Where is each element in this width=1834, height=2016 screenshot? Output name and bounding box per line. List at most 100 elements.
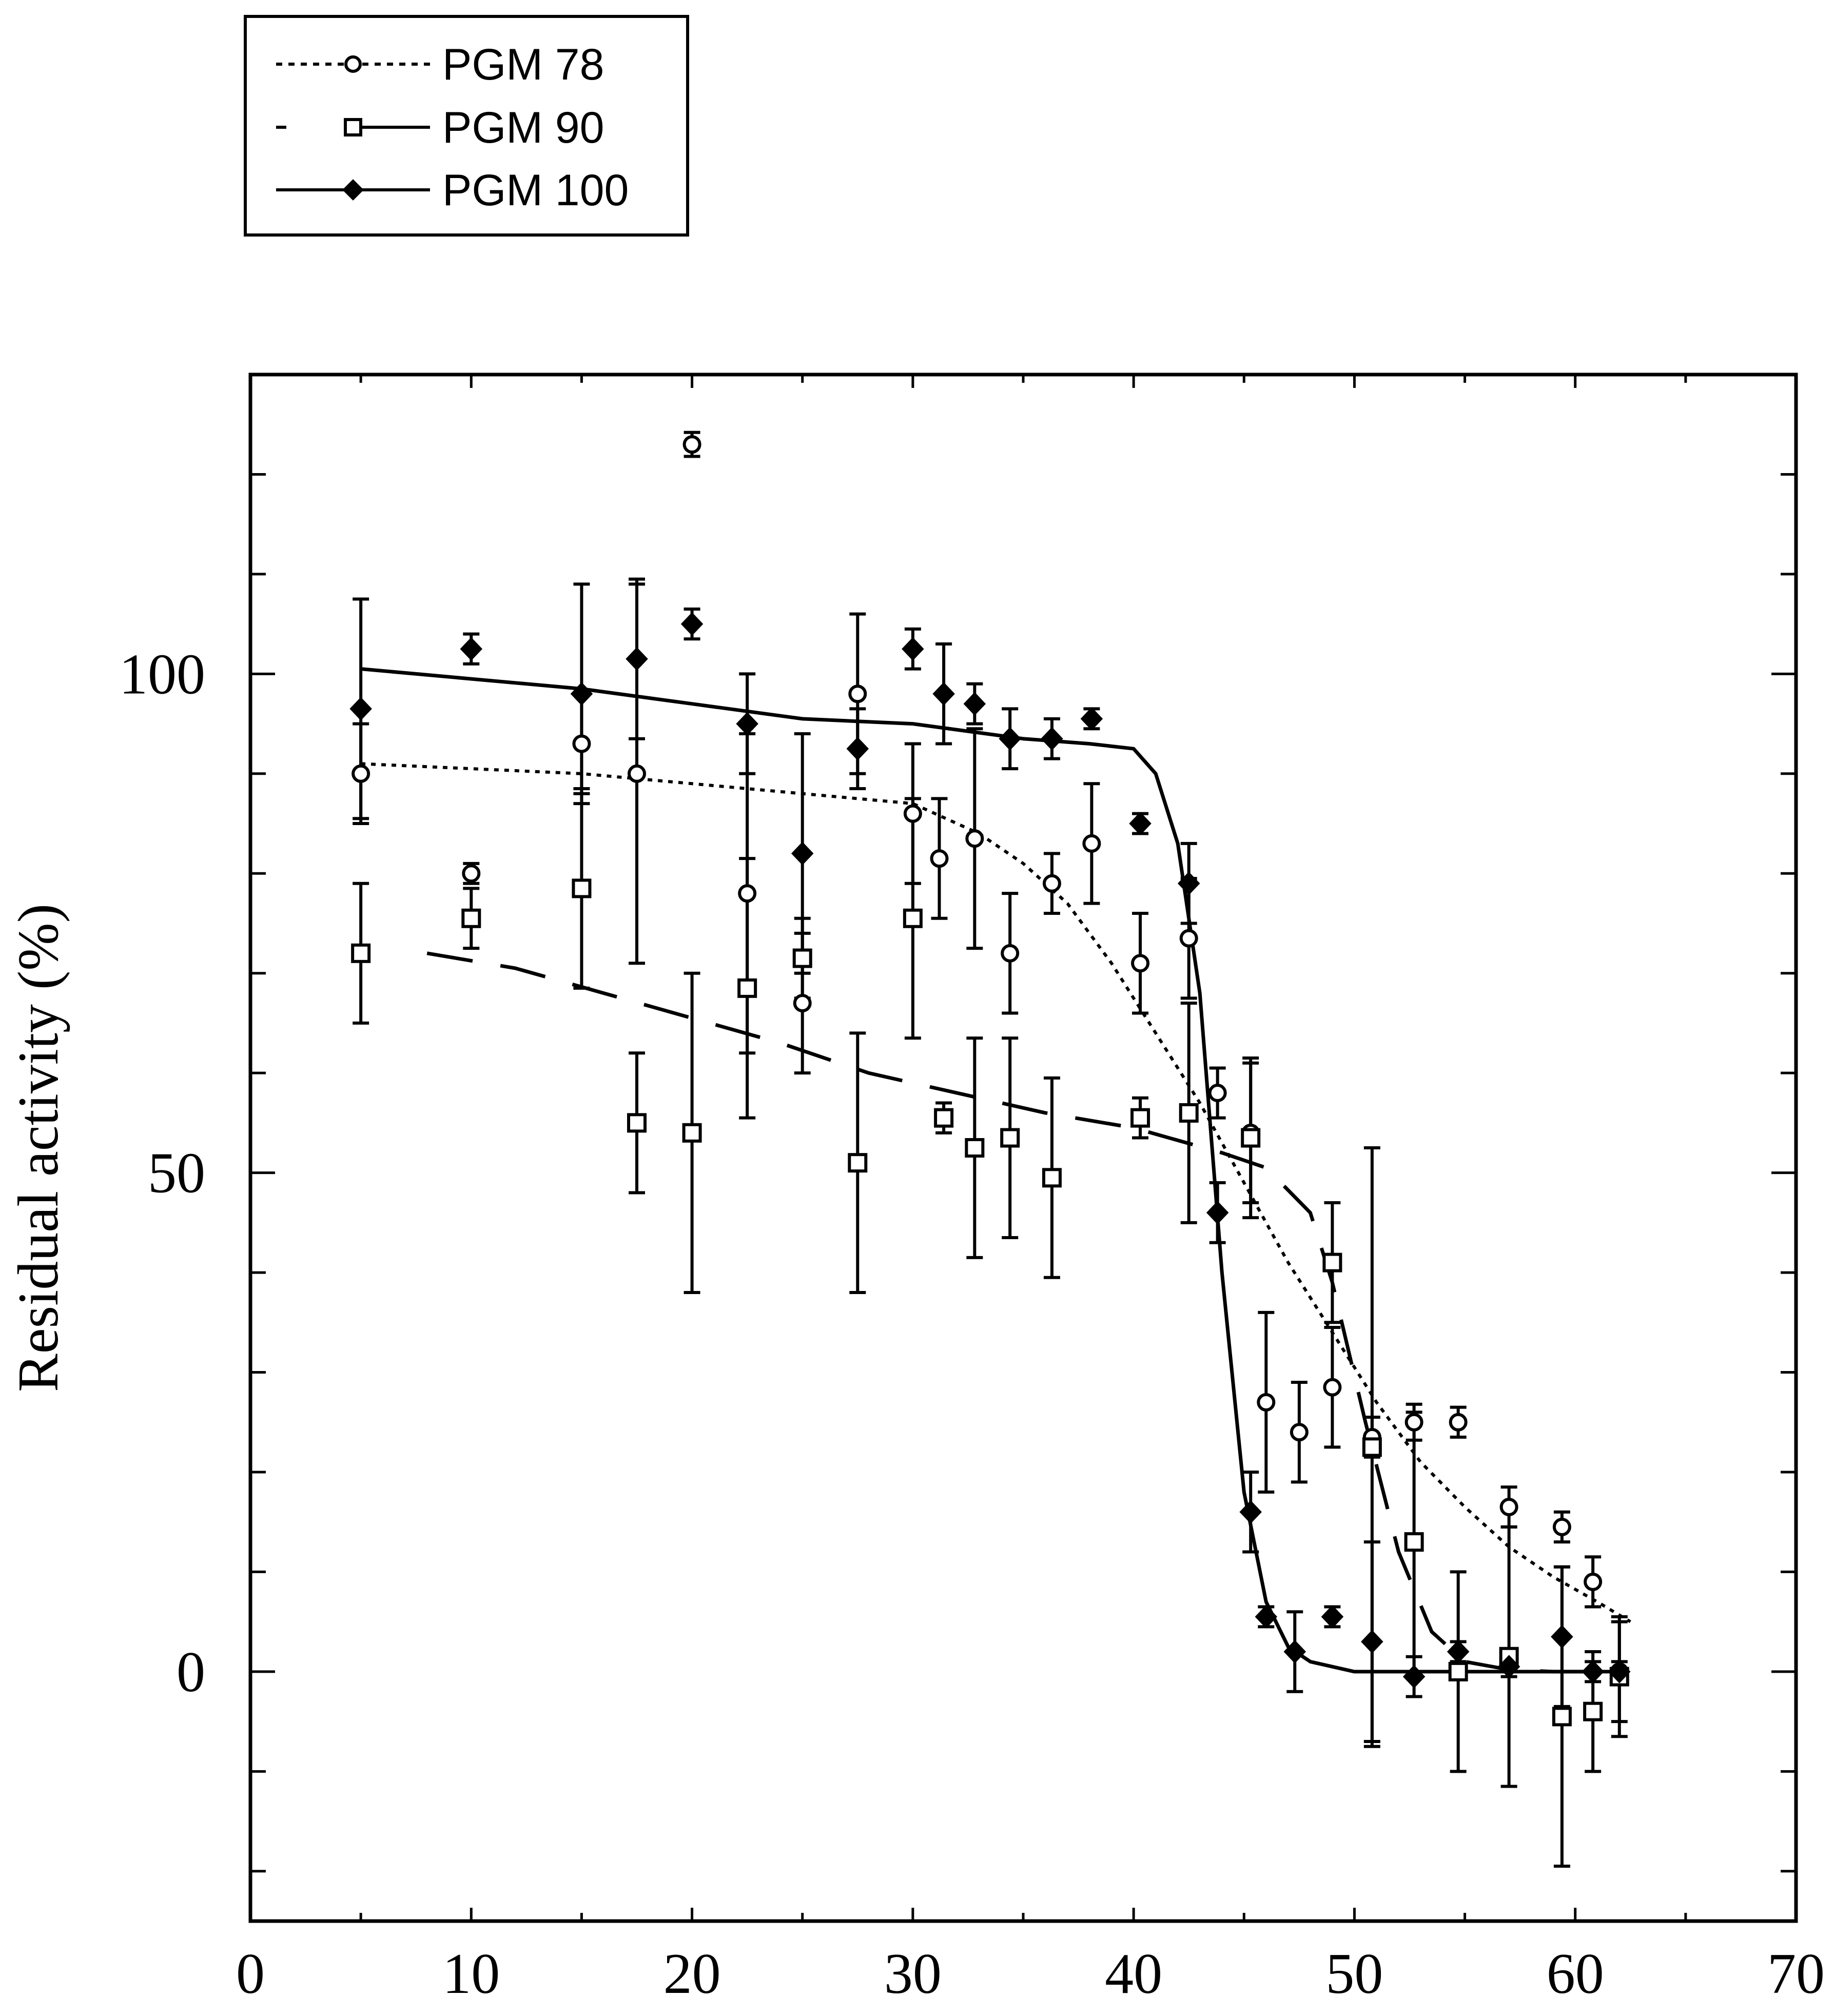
data-point-circle — [1001, 944, 1020, 963]
data-point-square — [351, 943, 371, 963]
data-point-circle — [1257, 1393, 1276, 1412]
data-point-circle — [1449, 1413, 1468, 1432]
data-point-square — [934, 1108, 954, 1128]
data-point-circle — [1131, 954, 1150, 973]
tick-labels: 0 10 20 30 40 50 60 70 0 50 100 — [119, 642, 1825, 2006]
data-point-square — [572, 878, 592, 898]
data-point-diamond — [1608, 1659, 1631, 1684]
x-tick-label: 0 — [236, 1942, 265, 2006]
data-point-square — [1000, 1128, 1020, 1148]
legend-label-pgm78: PGM 78 — [442, 40, 604, 89]
data-point-circle — [682, 435, 701, 454]
data-point-circle — [628, 764, 646, 783]
y-tick-label: 100 — [119, 642, 205, 706]
legend-marker-pgm90 — [344, 118, 362, 136]
data-point-diamond — [963, 692, 986, 716]
data-point-diamond — [902, 637, 924, 661]
data-point-square — [903, 908, 923, 928]
data-point-diamond — [999, 727, 1021, 751]
data-point-square — [792, 948, 812, 968]
data-point-circle — [462, 864, 481, 883]
x-tick-label: 20 — [664, 1942, 721, 2006]
data-point-square — [1448, 1661, 1468, 1681]
x-tick-label: 40 — [1105, 1942, 1162, 2006]
data-point-diamond — [680, 612, 704, 636]
data-point-square — [1042, 1168, 1062, 1188]
y-axis-title: Residual activity (%) — [7, 904, 70, 1392]
data-point-diamond — [1177, 871, 1200, 895]
legend-entry-pgm100: PGM 100 — [276, 166, 629, 215]
data-point-circle — [1404, 1413, 1423, 1432]
fit-curve-series-1 — [426, 951, 1620, 1674]
data-point-circle — [738, 884, 757, 903]
data-point-diamond — [1361, 1630, 1383, 1654]
legend-entry-pgm78: PGM 78 — [276, 40, 604, 89]
x-tick-label: 30 — [884, 1942, 942, 2006]
data-point-square — [1552, 1707, 1572, 1727]
data-point-diamond — [460, 637, 483, 661]
data-point-circle — [903, 804, 922, 823]
fit-curves — [360, 667, 1631, 1674]
data-point-square — [627, 1113, 647, 1133]
data-point-square — [965, 1138, 985, 1158]
data-point-diamond — [1239, 1500, 1262, 1524]
data-point-diamond — [1206, 1201, 1229, 1225]
x-tick-label: 50 — [1325, 1942, 1383, 2006]
y-tick-label: 0 — [177, 1640, 205, 1704]
legend-label-pgm90: PGM 90 — [442, 103, 604, 152]
data-point-diamond — [1255, 1605, 1278, 1629]
data-point-diamond — [1402, 1665, 1426, 1689]
x-tick-label: 70 — [1767, 1942, 1825, 2006]
data-point-diamond — [1551, 1624, 1573, 1649]
data-point-square — [1583, 1701, 1603, 1721]
data-point-circle — [1323, 1378, 1342, 1397]
legend-frame — [244, 15, 689, 237]
data-point-circle — [930, 849, 949, 868]
data-point-circle — [572, 734, 591, 753]
plot-area — [248, 373, 1798, 1923]
data-point-circle — [1290, 1423, 1309, 1442]
data-point-circle — [848, 684, 867, 703]
fit-curve-series-2 — [360, 667, 1620, 1674]
data-point-diamond — [626, 647, 648, 671]
data-point-diamond — [1283, 1640, 1306, 1663]
legend-marker-pgm100 — [342, 179, 364, 201]
data-point-square — [461, 908, 481, 928]
error-bars — [353, 430, 1628, 1868]
data-point-square — [1241, 1128, 1261, 1148]
legend: PGM 78 PGM 90 PGM 100 — [244, 15, 689, 237]
data-point-diamond — [932, 682, 955, 706]
x-tick-label: 10 — [442, 1942, 500, 2006]
data-point-circle — [1179, 929, 1198, 948]
data-point-square — [1130, 1108, 1150, 1128]
data-point-square — [1322, 1252, 1342, 1273]
data-point-diamond — [349, 697, 372, 721]
fit-curve-series-0 — [360, 762, 1631, 1623]
data-point-square — [682, 1123, 702, 1143]
data-point-circle — [793, 994, 812, 1013]
x-tick-label: 60 — [1547, 1942, 1604, 2006]
data-point-diamond — [1497, 1655, 1520, 1679]
data-point-circle — [352, 764, 370, 783]
data-point-diamond — [1041, 727, 1063, 751]
data-point-square — [1362, 1437, 1382, 1457]
y-tick-label: 50 — [148, 1142, 205, 1205]
data-point-circle — [1082, 834, 1101, 853]
data-point-circle — [1584, 1572, 1603, 1591]
data-point-diamond — [791, 841, 814, 866]
data-markers — [349, 435, 1631, 1727]
data-point-diamond — [1321, 1605, 1344, 1629]
data-point-circle — [1208, 1084, 1227, 1103]
data-point-square — [737, 978, 757, 998]
data-point-diamond — [1080, 707, 1103, 731]
data-point-diamond — [1129, 812, 1152, 835]
data-point-diamond — [570, 682, 593, 706]
data-point-diamond — [1447, 1640, 1470, 1663]
data-point-circle — [1042, 874, 1061, 893]
data-point-square — [848, 1153, 868, 1173]
legend-marker-pgm78 — [344, 55, 362, 73]
axis-ticks — [249, 373, 1798, 1921]
data-point-diamond — [1582, 1659, 1604, 1684]
data-point-square — [1404, 1532, 1424, 1552]
